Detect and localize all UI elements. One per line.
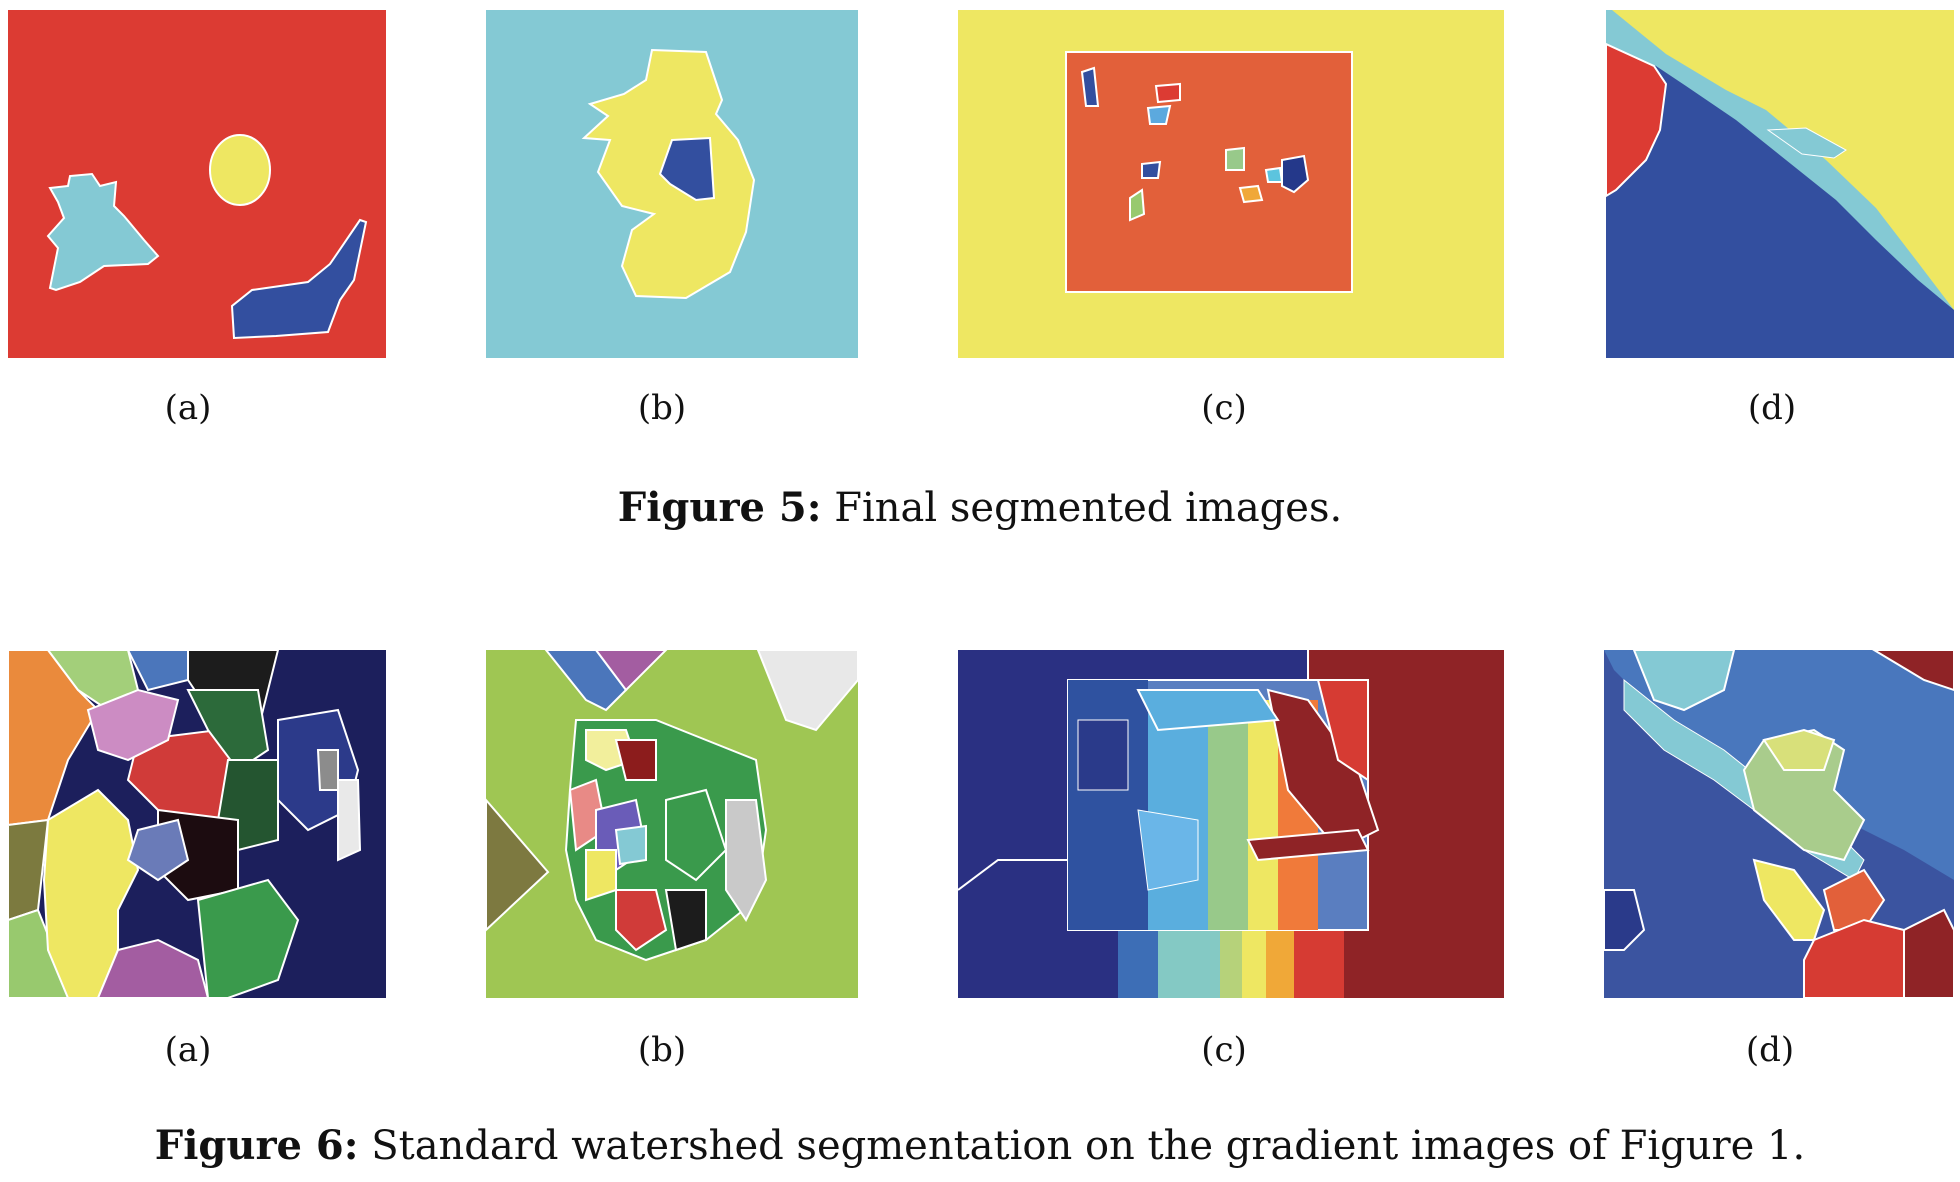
fig6-label-b: (b) (637, 1030, 687, 1070)
fig5-panel-a (8, 10, 386, 358)
fig6-label-a: (a) (164, 1030, 212, 1070)
fig5-panel-c (958, 10, 1504, 358)
fig6-panel-c (958, 650, 1504, 998)
fig6-label-d: (d) (1745, 1030, 1795, 1070)
fig5-label-b: (b) (637, 388, 687, 428)
figure5-caption-label: Figure 5: (617, 484, 822, 531)
fig5-label-a: (a) (164, 388, 212, 428)
figure5-caption-text: Final segmented images. (821, 485, 1343, 531)
fig6-panel-a (8, 650, 386, 998)
figure6-caption-label: Figure 6: (154, 1122, 359, 1169)
figure6-caption-text: Standard watershed segmentation on the g… (358, 1123, 1806, 1169)
figure6-caption: Figure 6: Standard watershed segmentatio… (0, 1122, 1960, 1169)
figure5-caption: Figure 5: Final segmented images. (0, 484, 1960, 531)
fig6-label-c: (c) (1201, 1030, 1247, 1070)
fig5-panel-b (486, 10, 858, 358)
fig6-panel-b (486, 650, 858, 998)
fig5-label-c: (c) (1201, 388, 1247, 428)
fig5-label-d: (d) (1747, 388, 1797, 428)
fig5-panel-d (1606, 10, 1954, 358)
fig6-panel-d (1604, 650, 1954, 998)
